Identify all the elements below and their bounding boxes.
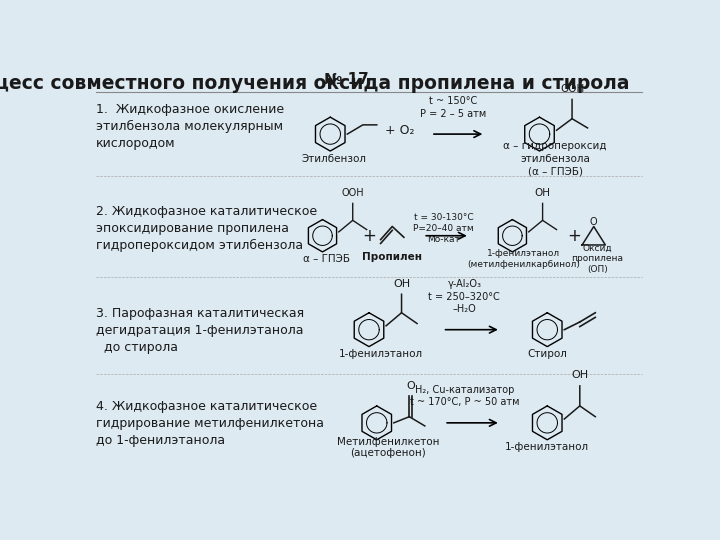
Text: OH: OH bbox=[534, 188, 551, 198]
Text: 1-фенилэтанол: 1-фенилэтанол bbox=[505, 442, 589, 453]
Text: t ~ 150°C
P = 2 – 5 атм: t ~ 150°C P = 2 – 5 атм bbox=[420, 96, 486, 119]
Text: +: + bbox=[567, 227, 581, 245]
Text: OOH: OOH bbox=[341, 188, 364, 198]
Text: Этилбензол: Этилбензол bbox=[302, 154, 366, 164]
Text: α – гидропероксид
этилбензола
(α – ГПЭБ): α – гидропероксид этилбензола (α – ГПЭБ) bbox=[503, 141, 607, 176]
Text: α – ГПЭБ: α – ГПЭБ bbox=[303, 254, 350, 264]
Text: t = 30-130°C
P=20–40 атм
Мо-кат: t = 30-130°C P=20–40 атм Мо-кат bbox=[413, 213, 474, 244]
Text: Пропилен: Пропилен bbox=[362, 252, 422, 262]
Text: OH: OH bbox=[393, 279, 410, 289]
Text: H₂, Cu-катализатор
t ~ 170°C, P ~ 50 атм: H₂, Cu-катализатор t ~ 170°C, P ~ 50 атм bbox=[410, 385, 520, 408]
Text: O: O bbox=[590, 217, 598, 227]
Text: Метилфенилкетон
(ацетофенон): Метилфенилкетон (ацетофенон) bbox=[337, 437, 440, 458]
Text: OH: OH bbox=[571, 370, 588, 381]
Text: 4. Жидкофазное каталитическое
гидрирование метилфенилкетона
до 1-фенилэтанола: 4. Жидкофазное каталитическое гидрирован… bbox=[96, 400, 324, 447]
Text: Оксид
пропилена
(ОП): Оксид пропилена (ОП) bbox=[572, 244, 624, 274]
Text: +: + bbox=[362, 227, 376, 245]
Text: Процесс совместного получения оксида пропилена и стирола: Процесс совместного получения оксида про… bbox=[0, 74, 630, 93]
Text: O: O bbox=[407, 381, 415, 390]
Text: OOH: OOH bbox=[560, 84, 584, 94]
Text: Стирол: Стирол bbox=[527, 349, 567, 359]
Text: 2. Жидкофазное каталитическое
эпоксидирование пропилена
гидропероксидом этилбенз: 2. Жидкофазное каталитическое эпоксидиро… bbox=[96, 205, 318, 252]
Text: № 17: № 17 bbox=[324, 72, 369, 87]
Text: 1.  Жидкофазное окисление
этилбензола молекулярным
кислородом: 1. Жидкофазное окисление этилбензола мол… bbox=[96, 103, 284, 151]
Text: 3. Парофазная каталитическая
дегидратация 1-фенилэтанола
  до стирола: 3. Парофазная каталитическая дегидратаци… bbox=[96, 307, 305, 354]
Text: + O₂: + O₂ bbox=[385, 124, 415, 137]
Text: γ-Al₂O₃
t = 250–320°C
–H₂O: γ-Al₂O₃ t = 250–320°C –H₂O bbox=[428, 280, 500, 314]
Text: 1-фенилэтанол: 1-фенилэтанол bbox=[338, 349, 423, 359]
Text: 1-фенилэтанол
(метилфенилкарбинол): 1-фенилэтанол (метилфенилкарбинол) bbox=[467, 249, 580, 268]
